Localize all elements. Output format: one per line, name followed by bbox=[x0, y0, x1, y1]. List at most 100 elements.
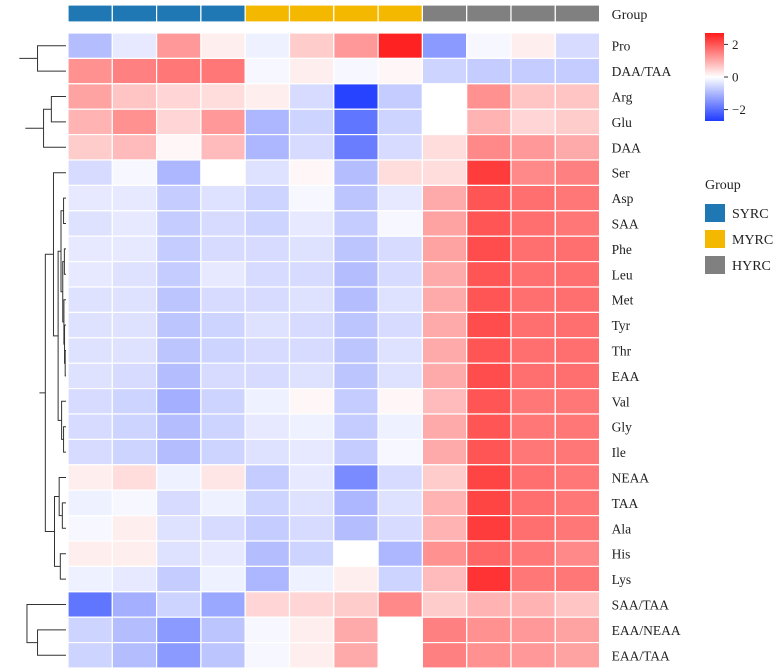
dendrogram-branch bbox=[37, 45, 66, 72]
heatmap-cell bbox=[333, 235, 379, 263]
heatmap-cell bbox=[377, 184, 424, 212]
heatmap-cell bbox=[156, 108, 202, 136]
heatmap-cell bbox=[111, 489, 158, 517]
heatmap-cell bbox=[111, 438, 158, 466]
heatmap-cell bbox=[67, 438, 113, 466]
heatmap-cell bbox=[244, 134, 291, 161]
heatmap-cell bbox=[111, 210, 158, 237]
heatmap-cell bbox=[554, 159, 601, 186]
heatmap-cell bbox=[377, 540, 424, 567]
heatmap-cell bbox=[111, 235, 158, 263]
heatmap-cell bbox=[200, 489, 246, 517]
heatmap-cell bbox=[466, 32, 512, 59]
row-label: NEAA bbox=[612, 471, 650, 486]
heatmap-cell bbox=[333, 83, 379, 110]
heatmap-cell bbox=[111, 591, 158, 618]
heatmap-cell bbox=[200, 235, 246, 263]
heatmap-cell bbox=[554, 210, 601, 237]
row-label: EAA/TAA bbox=[612, 648, 670, 663]
row-dendrogram bbox=[19, 46, 66, 656]
heatmap-cell bbox=[200, 159, 246, 186]
row-label: Val bbox=[612, 394, 630, 409]
heatmap-cell bbox=[288, 362, 335, 390]
row-label: SAA bbox=[612, 217, 639, 232]
heatmap-cell bbox=[421, 184, 468, 212]
dendrogram-branch bbox=[60, 210, 64, 293]
heatmap-cell bbox=[156, 134, 202, 161]
heatmap-cell bbox=[554, 235, 601, 263]
heatmap-cell bbox=[200, 413, 246, 440]
heatmap-cell bbox=[288, 108, 335, 136]
heatmap-cell bbox=[377, 57, 424, 85]
heatmap-cell bbox=[200, 337, 246, 364]
row-label: Ser bbox=[612, 166, 631, 181]
heatmap-cell bbox=[156, 489, 202, 517]
heatmap-cell bbox=[200, 184, 246, 212]
dendrogram-branch bbox=[64, 350, 66, 377]
group-annotation-label: Group bbox=[612, 8, 648, 23]
heatmap-cell bbox=[156, 83, 202, 110]
group-bar-cell bbox=[288, 4, 335, 23]
dendrogram-branch bbox=[44, 253, 55, 532]
colorbar-tick-label: 2 bbox=[732, 37, 739, 52]
heatmap-cell bbox=[111, 616, 158, 644]
heatmap-cell bbox=[377, 489, 424, 517]
heatmap-cell bbox=[288, 261, 335, 288]
heatmap-cell bbox=[377, 311, 424, 339]
heatmap-cell bbox=[377, 108, 424, 136]
group-bar-cell bbox=[156, 4, 202, 23]
heatmap-cell bbox=[510, 184, 556, 212]
heatmap-cell bbox=[554, 261, 601, 288]
heatmap-cell bbox=[466, 235, 512, 263]
heatmap-cell bbox=[244, 388, 291, 415]
heatmap-cell bbox=[333, 616, 379, 644]
heatmap-cell bbox=[111, 159, 158, 186]
heatmap-cell bbox=[510, 337, 556, 364]
heatmap-cell bbox=[377, 464, 424, 491]
heatmap-cell bbox=[421, 108, 468, 136]
heatmap-cell bbox=[156, 438, 202, 466]
heatmap-cell bbox=[510, 514, 556, 542]
heatmap-cell bbox=[421, 540, 468, 567]
heatmap-cell bbox=[67, 184, 113, 212]
heatmap-cell bbox=[288, 311, 335, 339]
heatmap-cell bbox=[288, 540, 335, 567]
heatmap-cell bbox=[466, 362, 512, 390]
heatmap-cell bbox=[554, 489, 601, 517]
heatmap-cell bbox=[156, 388, 202, 415]
legend-label: SYRC bbox=[732, 207, 769, 222]
group-bar-cell bbox=[377, 4, 424, 23]
heatmap-cell bbox=[156, 286, 202, 313]
heatmap-cell bbox=[510, 641, 556, 669]
heatmap-cell bbox=[288, 565, 335, 593]
heatmap-cell bbox=[156, 413, 202, 440]
heatmap-cell bbox=[421, 464, 468, 491]
group-bar-cell bbox=[333, 4, 379, 23]
heatmap-cell bbox=[421, 286, 468, 313]
row-label: Tyr bbox=[612, 318, 631, 333]
heatmap-cell bbox=[466, 438, 512, 466]
heatmap-cell bbox=[510, 489, 556, 517]
dendrogram-branch bbox=[63, 426, 66, 453]
heatmap-cells bbox=[67, 32, 601, 669]
heatmap-cell bbox=[510, 235, 556, 263]
color-scale-bar: 2 0 −2 bbox=[705, 33, 746, 121]
heatmap-cell bbox=[111, 337, 158, 364]
heatmap-cell bbox=[156, 311, 202, 339]
heatmap-cell bbox=[377, 134, 424, 161]
row-label: Gly bbox=[612, 420, 633, 435]
heatmap-cell bbox=[288, 591, 335, 618]
heatmap-cell bbox=[377, 616, 424, 644]
heatmap-cell bbox=[111, 134, 158, 161]
group-bar-cell bbox=[554, 4, 601, 23]
group-bar-cell bbox=[111, 4, 158, 23]
heatmap-cell bbox=[111, 184, 158, 212]
heatmap-cell bbox=[244, 83, 291, 110]
heatmap-cell bbox=[244, 413, 291, 440]
heatmap-cell bbox=[111, 32, 158, 59]
dendrogram-branch bbox=[52, 172, 66, 337]
heatmap-cell bbox=[200, 514, 246, 542]
row-label: DAA/TAA bbox=[612, 64, 672, 79]
heatmap-cell bbox=[333, 540, 379, 567]
